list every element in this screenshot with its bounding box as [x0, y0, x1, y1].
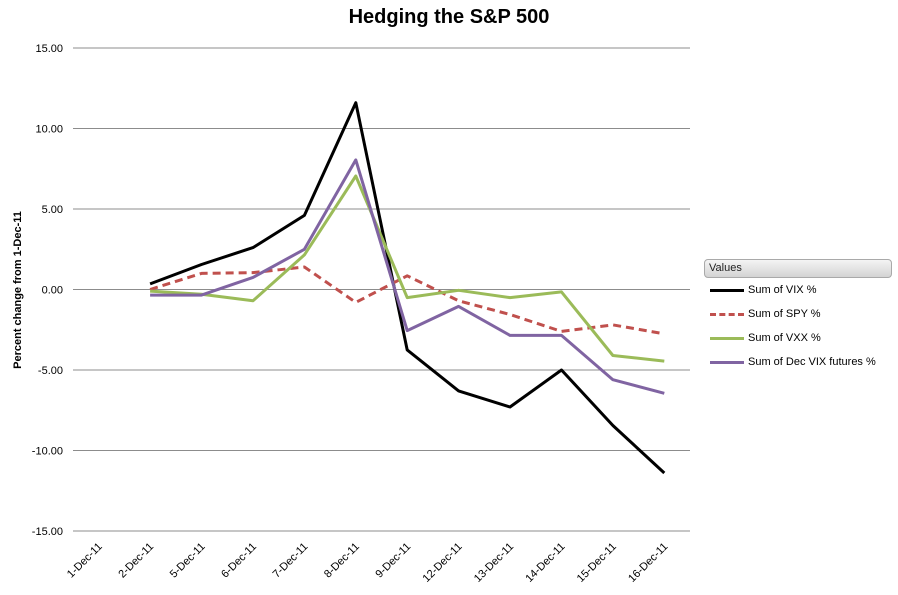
x-tick-label: 2-Dec-11 — [116, 541, 156, 581]
series-line-2 — [150, 174, 665, 363]
legend-swatch — [710, 289, 744, 292]
legend-items: Sum of VIX % Sum of SPY % Sum of VXX % Sum … — [704, 278, 892, 374]
legend-swatch — [710, 361, 744, 364]
x-tick-label: 8-Dec-11 — [322, 541, 362, 581]
series-line-3 — [150, 158, 665, 395]
legend-label: Sum of Dec VIX futures % — [748, 356, 876, 368]
y-tick-label: -5.00 — [38, 365, 63, 377]
x-tick-label: 6-Dec-11 — [219, 541, 259, 581]
chart-title: Hedging the S&P 500 — [348, 6, 550, 28]
y-tick-labels: 15.00 10.00 5.00 0.00 -5.00 -10.00 -15.00 — [32, 43, 63, 538]
legend: Values Sum of VIX % Sum of SPY % Sum of VX… — [704, 259, 892, 374]
x-tick-label: 5-Dec-11 — [168, 541, 208, 581]
y-tick-label: -15.00 — [32, 526, 63, 538]
series-lines — [149, 101, 666, 475]
series-line-0 — [149, 101, 666, 475]
legend-item-0: Sum of VIX % — [704, 278, 892, 302]
y-tick-label: 10.00 — [35, 124, 63, 136]
legend-swatch — [710, 313, 744, 316]
x-tick-label: 15-Dec-11 — [575, 541, 619, 585]
y-tick-label: 5.00 — [42, 204, 63, 216]
y-tick-label: -10.00 — [32, 446, 63, 458]
x-tick-label: 12-Dec-11 — [421, 541, 465, 585]
legend-item-2: Sum of VXX % — [704, 326, 892, 350]
legend-title[interactable]: Values — [704, 259, 892, 278]
series-line-1 — [149, 265, 665, 336]
legend-swatch — [710, 337, 744, 340]
x-tick-labels: 1-Dec-11 2-Dec-11 5-Dec-11 6-Dec-11 7-Dec-11… — [65, 541, 670, 585]
x-tick-label: 14-Dec-11 — [523, 541, 567, 585]
x-tick-label: 16-Dec-11 — [626, 541, 670, 585]
x-tick-label: 9-Dec-11 — [373, 541, 413, 581]
y-tick-label: 0.00 — [42, 285, 63, 297]
x-tick-label: 7-Dec-11 — [271, 541, 311, 581]
legend-item-3: Sum of Dec VIX futures % — [704, 350, 892, 374]
x-tick-label: 13-Dec-11 — [472, 541, 516, 585]
y-tick-label: 15.00 — [35, 43, 63, 55]
legend-item-1: Sum of SPY % — [704, 302, 892, 326]
legend-label: Sum of SPY % — [748, 308, 821, 320]
x-tick-label: 1-Dec-11 — [65, 541, 105, 581]
legend-label: Sum of VIX % — [748, 284, 817, 296]
legend-label: Sum of VXX % — [748, 332, 821, 344]
